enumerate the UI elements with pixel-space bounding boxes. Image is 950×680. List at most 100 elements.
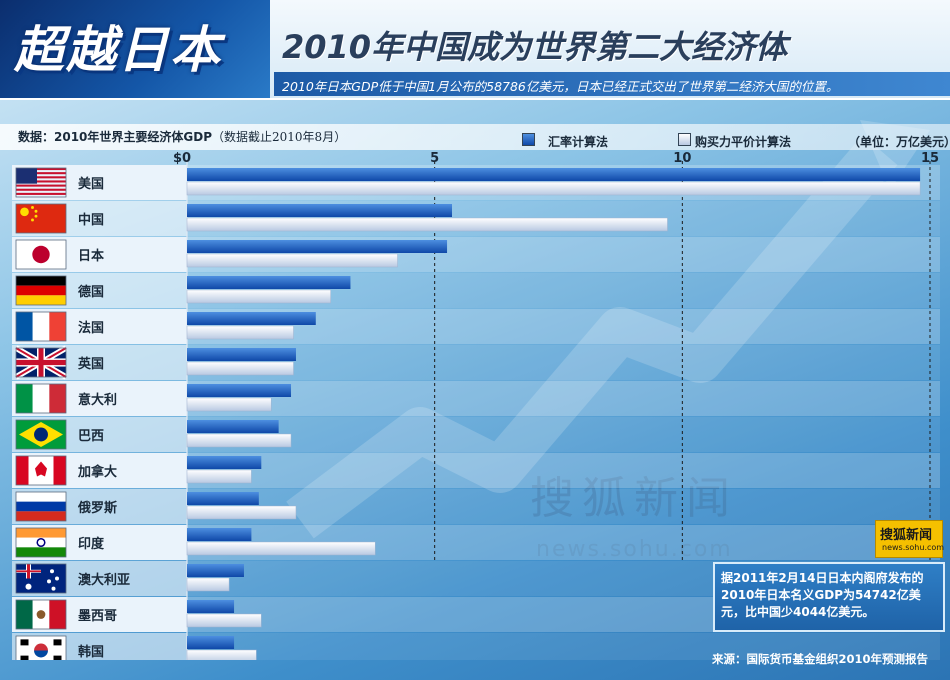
mx-flag-band [49,600,66,629]
bar-exchange-rate [187,384,292,397]
in-flag-band [16,528,66,538]
fr-flag-band [49,312,66,341]
ru-flag-band [16,511,66,521]
legend-swatch-exchange [522,133,535,146]
bar-exchange-rate [187,492,259,505]
de-flag-icon [15,275,67,306]
us-flag-icon [15,167,67,198]
bar-ppp [186,181,921,196]
kr-flag-trigram [20,639,29,646]
bar-exchange-rate [187,348,296,361]
us-flag-stripe [16,184,66,187]
bar-ppp [186,289,331,304]
big-title: 超越日本 [14,21,222,79]
us-flag-stripe [16,168,66,171]
br-flag-globe [34,427,48,442]
ru-flag-band [16,492,66,502]
flag-border [15,347,67,378]
bar-ppp [186,541,376,556]
au-flag-star [55,576,59,581]
bar-exchange-rate [187,636,235,649]
mx-flag-band [16,600,33,629]
watermark-cn: 搜狐新闻 [530,462,738,526]
bar-ppp [186,433,292,448]
category-label: 俄罗斯 [77,500,117,516]
category-label: 中国 [78,212,104,228]
ca-flag-band [53,456,66,485]
it-flag-band [49,384,66,413]
flag-border [15,491,67,522]
bar-exchange-rate [187,456,262,469]
ca-flag-leaf [35,461,47,477]
category-label: 印度 [78,536,105,552]
us-flag-stripe [16,172,66,175]
category-label: 意大利 [78,392,117,408]
bar-exchange-rate [187,564,244,577]
us-flag-stripe [16,188,66,191]
au-flag-icon [15,563,67,594]
category-label: 德国 [78,284,104,300]
au-flag-star [51,586,56,591]
plot-row-band [187,453,940,488]
bar-ppp [186,577,230,592]
category-label: 加拿大 [77,464,117,480]
x-tick-label: 15 [921,151,939,166]
ca-flag-band [16,456,29,485]
it-flag-band [32,384,50,413]
bar-ppp [186,505,297,520]
category-label: 墨西哥 [78,608,117,624]
subtitle: 2010年日本GDP低于中国1月公布的58786亿美元，日本已经正式交出了世界第… [282,79,839,94]
plot-row-band [187,381,940,416]
cn-flag-small-star [34,214,38,218]
au-flag-star [50,569,54,574]
it-flag-icon [15,383,67,414]
jp-flag-sun [32,245,50,264]
page-title: 2010年中国成为世界第二大经济体 [282,28,788,66]
bar-exchange-rate [187,312,316,325]
fr-flag-icon [15,311,67,342]
cn-flag-small-star [34,209,38,213]
note-box: 据2011年2月14日日本内阁府发布的2010年日本名义GDP为54742亿美元… [713,562,945,632]
flag-border [15,311,67,342]
cn-flag-star [20,207,29,217]
ru-flag-band [16,501,66,512]
plot-row-band [187,345,940,380]
ru-flag-icon [15,491,67,522]
sohu-badge-cn: 搜狐新闻 [880,528,933,543]
cn-flag-small-star [31,206,34,209]
bar-exchange-rate [187,276,351,289]
flag-border [15,563,67,594]
ca-flag-icon [15,455,67,486]
fr-flag-band [32,312,50,341]
chart-data-label: 数据：2010年世界主要经济体GDP（数据截止2010年8月） [18,128,346,145]
x-tick-label: 5 [430,151,439,166]
plot-row-band [187,633,940,660]
mx-flag-icon [15,599,67,630]
gb-flag-icon [14,345,68,380]
bar-exchange-rate [187,204,453,217]
flag-border [15,167,67,198]
bar-exchange-rate [187,600,235,613]
de-flag-band [16,295,66,305]
bar-exchange-rate [187,240,448,253]
us-flag-stripe [16,180,66,183]
in-flag-wheel [36,537,46,548]
plot-row-band [187,417,940,452]
bar-exchange-rate [187,168,921,181]
bar-ppp [186,217,668,232]
kr-flag-icon [15,635,67,660]
legend-label-ppp: 购买力平价计算法 [695,135,792,149]
flag-border [15,203,67,234]
au-flag-star [25,583,32,590]
category-label: 美国 [78,176,104,192]
x-tick-label: 10 [673,151,691,166]
bar-ppp [186,361,294,376]
gdp-bar-chart: $0 5 10 15 美国中国日本德国法国英国意大利巴西加拿大俄罗斯印度澳大利亚墨西哥… [12,151,940,660]
flag-border [15,419,67,450]
sohu-news-badge: 搜狐新闻 news.sohu.com [875,520,944,558]
kr-flag-trigram [53,639,62,646]
au-flag-canton-red [27,564,30,579]
note-text: 据2011年2月14日日本内阁府发布的2010年日本名义GDP为54742亿美元… [721,571,924,619]
category-label: 巴西 [78,429,104,444]
chart-data-note: （数据截止2010年8月） [212,130,347,144]
